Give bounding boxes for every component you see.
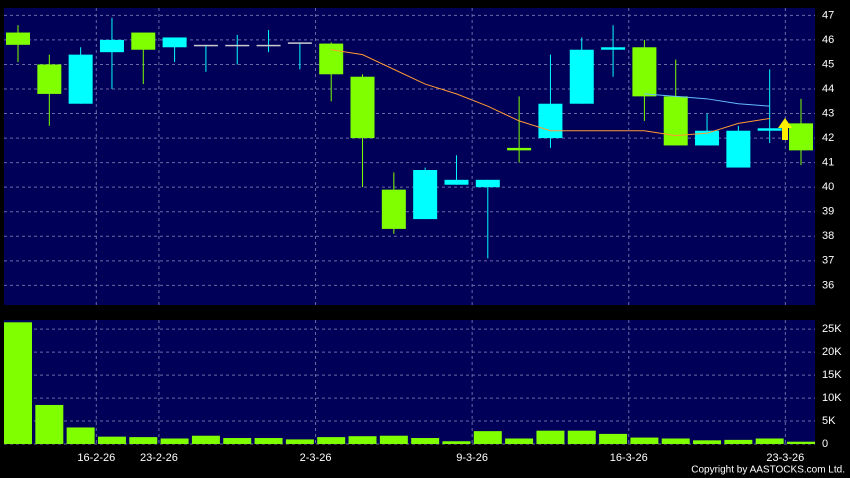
x-tick-label: 23-3-26 <box>766 452 804 464</box>
volume-bar <box>442 441 471 444</box>
candle-body <box>319 43 344 75</box>
volume-bar <box>317 437 346 444</box>
candle-body <box>287 42 312 44</box>
y-tick-label: 46 <box>822 34 834 46</box>
volume-bar <box>66 427 95 444</box>
candle-body <box>475 179 500 188</box>
volume-bar <box>693 440 722 444</box>
arrow-marker <box>778 118 792 140</box>
candle-body <box>789 123 813 151</box>
average-line <box>331 49 770 137</box>
y-tick-label: 39 <box>822 206 834 218</box>
y-tick-label: 20K <box>822 346 842 358</box>
candle-body <box>6 32 30 45</box>
volume-bar <box>4 322 32 444</box>
candle-body <box>193 44 218 47</box>
volume-bar <box>755 438 784 444</box>
candle-body <box>68 54 93 104</box>
candle-body <box>413 170 438 220</box>
y-tick-label: 42 <box>822 132 834 144</box>
x-tick-label: 16-2-26 <box>77 452 115 464</box>
candle-body <box>256 44 281 47</box>
candle-body <box>726 130 751 168</box>
volume-bar <box>285 439 314 444</box>
volume-bar <box>599 433 628 444</box>
y-tick-label: 36 <box>822 279 834 291</box>
y-tick-label: 45 <box>822 58 834 70</box>
x-tick-label: 16-3-26 <box>610 452 648 464</box>
y-tick-label: 0 <box>822 438 828 450</box>
volume-bar <box>536 430 565 444</box>
copyright: Copyright by AASTOCKS.com Ltd. <box>691 465 845 476</box>
y-tick-label: 43 <box>822 107 834 119</box>
candle-body <box>381 189 406 229</box>
volume-bar <box>191 435 220 444</box>
candle-body <box>444 179 469 185</box>
volume-bar <box>160 438 189 444</box>
volume-bar <box>129 437 158 444</box>
volume-bar <box>348 436 377 444</box>
y-tick-label: 15K <box>822 369 842 381</box>
volume-bar <box>661 438 690 444</box>
volume-bar <box>724 439 753 444</box>
volume-bar <box>787 441 815 444</box>
candle-body <box>663 96 688 146</box>
y-tick-label: 5K <box>822 415 836 427</box>
candle-body <box>350 76 375 139</box>
candle-body <box>695 130 720 146</box>
volume-bar <box>35 404 64 444</box>
volume-bar <box>630 437 659 444</box>
y-tick-label: 44 <box>822 83 834 95</box>
y-tick-label: 47 <box>822 9 834 21</box>
volume-bar <box>567 430 596 444</box>
candle-body <box>225 44 250 47</box>
candle-body <box>507 147 532 151</box>
candle-body <box>99 39 124 53</box>
volume-panel <box>4 320 815 444</box>
volume-bar <box>411 438 440 444</box>
y-tick-label: 41 <box>822 157 834 169</box>
y-tick-label: 37 <box>822 255 834 267</box>
x-tick-label: 9-3-26 <box>456 452 488 464</box>
candle-body <box>569 49 594 104</box>
candle-body <box>632 47 657 97</box>
y-tick-label: 40 <box>822 181 834 193</box>
average-line <box>644 93 770 107</box>
volume-bar <box>505 438 534 444</box>
volume-bar <box>254 438 283 444</box>
volume-bar <box>97 436 126 444</box>
candle-body <box>757 128 782 131</box>
y-tick-label: 10K <box>822 392 842 404</box>
volume-bar <box>379 435 408 444</box>
y-tick-label: 25K <box>822 323 842 335</box>
candle-body <box>601 47 626 50</box>
y-tick-label: 38 <box>822 230 834 242</box>
volume-bar <box>473 431 502 444</box>
price-panel <box>4 8 815 305</box>
candle-body <box>131 32 156 50</box>
candle-body <box>538 103 563 139</box>
x-tick-label: 2-3-26 <box>300 452 332 464</box>
candle-body <box>37 64 62 94</box>
volume-bar <box>223 438 252 444</box>
candle-body <box>162 37 187 48</box>
x-tick-label: 23-2-26 <box>140 452 178 464</box>
